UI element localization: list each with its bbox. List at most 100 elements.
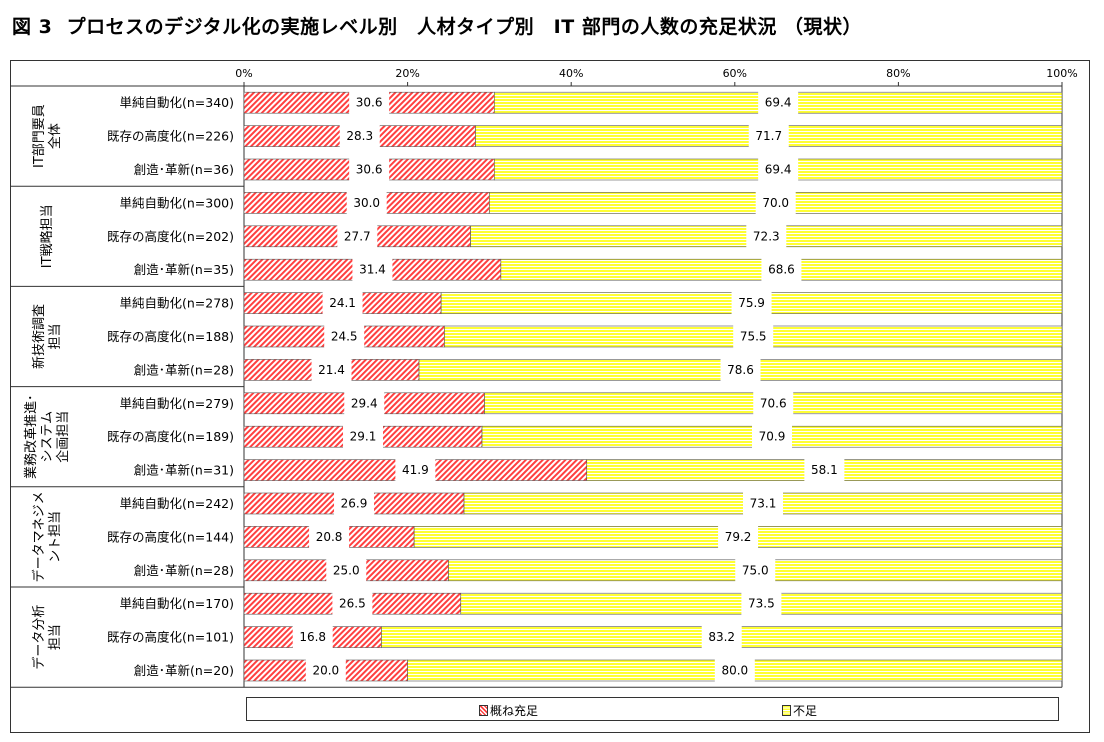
data-label-bg <box>733 325 774 348</box>
data-label-bg <box>761 258 802 282</box>
data-label-bg <box>332 592 373 616</box>
data-label-bg <box>292 625 333 649</box>
data-label-bg <box>743 492 784 515</box>
data-label-bg <box>720 358 761 382</box>
data-label: 29.4 <box>351 396 378 410</box>
group-label: ント担当 <box>48 511 63 563</box>
data-label-bg <box>718 525 759 549</box>
row-label: 創造･革新(n=35) <box>134 262 234 277</box>
legend-label: 不足 <box>793 704 818 718</box>
data-label: 31.4 <box>359 263 386 277</box>
data-label: 70.0 <box>762 196 789 210</box>
legend-item-sufficient: 概ね充足 <box>479 702 538 719</box>
row-label: 既存の高度化(n=188) <box>107 329 234 344</box>
data-label: 41.9 <box>402 463 429 477</box>
row-label: 単純自動化(n=340) <box>119 95 234 110</box>
data-label-bg <box>804 458 845 482</box>
data-label-bg <box>755 191 796 215</box>
data-label: 75.0 <box>742 563 769 577</box>
data-label: 79.2 <box>725 530 752 544</box>
data-label: 20.8 <box>316 530 343 544</box>
chart-title: 図 3 プロセスのデジタル化の実施レベル別 人材タイプ別 IT 部門の人数の充足… <box>12 16 862 38</box>
data-label-bg <box>309 525 350 549</box>
data-label-bg <box>339 124 380 148</box>
data-label-bg <box>344 391 385 415</box>
data-label: 21.4 <box>318 363 345 377</box>
x-tick-label: 20% <box>395 67 419 80</box>
row-label: 既存の高度化(n=189) <box>107 429 234 444</box>
data-label-bg <box>349 91 390 115</box>
data-label: 25.0 <box>333 563 360 577</box>
row-label: 単純自動化(n=300) <box>119 195 234 210</box>
data-label: 69.4 <box>765 96 792 110</box>
row-label: 既存の高度化(n=101) <box>107 630 234 645</box>
data-label: 27.7 <box>344 229 371 243</box>
data-label: 69.4 <box>765 163 792 177</box>
data-label-bg <box>352 258 393 282</box>
legend-label: 概ね充足 <box>490 704 539 718</box>
category-labels: IT部門要員 全体 単純自動化(n=340) 既存の高度化(n=226) 創造･革新(n… <box>23 95 234 678</box>
data-label-bg <box>324 325 365 348</box>
data-label: 78.6 <box>727 363 754 377</box>
legend-swatch-red-icon <box>479 705 488 716</box>
data-label-bg <box>337 224 378 248</box>
row-label: 単純自動化(n=170) <box>119 596 234 611</box>
x-tick-label: 80% <box>886 67 910 80</box>
row-label: 創造･革新(n=28) <box>134 563 234 578</box>
group-label: 企画担当 <box>55 411 71 463</box>
group-label: 業務改革推進･ <box>23 394 39 479</box>
data-label-bg <box>748 124 789 148</box>
data-label: 24.1 <box>329 296 356 310</box>
group-label: 新技術調査 <box>31 304 47 369</box>
data-label-bg <box>326 558 367 582</box>
data-label-bg <box>753 391 794 415</box>
data-label-bg <box>701 625 742 649</box>
data-label-bg <box>311 358 352 382</box>
legend-swatch-yellow-icon <box>782 705 791 716</box>
row-label: 創造･革新(n=20) <box>134 663 234 678</box>
group-label: IT部門要員 <box>32 104 47 168</box>
x-tick-label: 100% <box>1046 67 1077 80</box>
row-label: 創造･革新(n=36) <box>134 162 234 177</box>
data-label-bg <box>752 425 793 449</box>
data-label: 20.0 <box>312 664 339 678</box>
data-label: 70.6 <box>760 396 787 410</box>
x-tick-label: 60% <box>723 67 747 80</box>
row-label: 単純自動化(n=242) <box>119 496 234 511</box>
data-label: 24.5 <box>331 330 358 344</box>
data-label: 80.0 <box>721 664 748 678</box>
data-label: 73.1 <box>750 497 777 511</box>
data-label-bg <box>731 291 772 315</box>
data-label: 83.2 <box>708 630 735 644</box>
row-label: 創造･革新(n=28) <box>134 362 234 377</box>
data-label-bg <box>334 492 375 515</box>
data-label: 73.5 <box>748 597 775 611</box>
data-label-bg <box>343 425 384 449</box>
group-label: 担当 <box>48 323 63 349</box>
row-label: 既存の高度化(n=226) <box>107 129 234 144</box>
data-label: 30.6 <box>356 163 383 177</box>
data-label: 28.3 <box>346 129 373 143</box>
data-label-bg <box>395 458 436 482</box>
data-label: 26.5 <box>339 597 366 611</box>
legend: 概ね充足 不足 <box>246 697 1059 721</box>
data-label-bg <box>758 91 799 115</box>
row-label: 創造･革新(n=31) <box>134 463 234 478</box>
group-label: システム <box>40 411 55 463</box>
legend-item-insufficient: 不足 <box>782 702 817 719</box>
data-label: 75.9 <box>738 296 765 310</box>
data-label: 30.6 <box>356 96 383 110</box>
row-label: 単純自動化(n=279) <box>119 396 234 411</box>
x-tick-label: 40% <box>559 67 583 80</box>
data-label: 75.5 <box>740 330 767 344</box>
data-label: 30.0 <box>353 196 380 210</box>
data-label-bg <box>746 224 787 248</box>
data-label: 70.9 <box>759 430 786 444</box>
group-label: 担当 <box>48 624 63 650</box>
data-label: 72.3 <box>753 229 780 243</box>
group-label: IT戦略担当 <box>39 204 55 268</box>
row-label: 単純自動化(n=278) <box>119 296 234 311</box>
data-label: 16.8 <box>299 630 326 644</box>
data-label-bg <box>322 291 363 315</box>
